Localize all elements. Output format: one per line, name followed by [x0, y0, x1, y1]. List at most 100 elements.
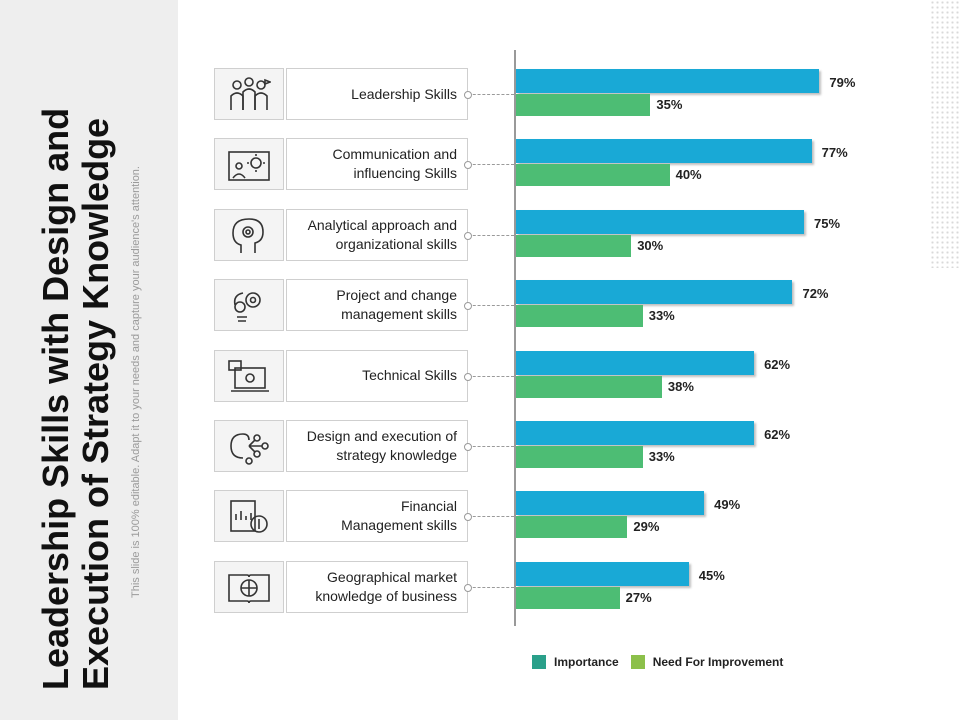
- bar-need-for-improvement: [516, 94, 651, 116]
- skill-label-text: Analytical approach and organizational sk…: [308, 216, 457, 254]
- value-label-importance: 49%: [714, 497, 741, 513]
- value-label-need: 40%: [675, 167, 702, 183]
- value-label-need: 27%: [625, 589, 652, 605]
- skill-row: Communication and influencing Skills: [214, 138, 468, 191]
- connector-line: [464, 513, 514, 522]
- connector-line: [464, 302, 514, 311]
- brain-network-icon: [214, 420, 284, 472]
- skill-row: Analytical approach and organizational sk…: [214, 208, 468, 261]
- skill-label-text: Geographical market knowledge of business: [315, 568, 457, 606]
- skill-label-text: Project and change management skills: [336, 286, 457, 324]
- skill-label: Analytical approach and organizational sk…: [286, 208, 468, 261]
- slide-subtitle: This slide is 100% editable. Adapt it to…: [130, 166, 142, 598]
- skill-label: Financial Management skills: [286, 490, 468, 543]
- value-label-importance: 62%: [764, 427, 791, 442]
- skill-label-line: Analytical approach and: [307, 216, 457, 233]
- connector-line: [464, 443, 514, 451]
- laptop-settings-icon: [214, 349, 284, 402]
- bar-need-for-improvement: [516, 446, 643, 468]
- legend-label-importance: Importance: [554, 655, 619, 669]
- skill-label-line: knowledge of business: [315, 587, 457, 604]
- connector-line: [464, 372, 514, 381]
- bar-importance: [516, 139, 812, 164]
- skill-row: Geographical market knowledge of business: [214, 560, 468, 613]
- skill-label: Design and execution of strategy knowledg…: [286, 420, 468, 472]
- skill-label: Project and change management skills: [286, 279, 468, 332]
- value-label-need: 35%: [656, 97, 683, 112]
- skill-label-line: management skills: [341, 306, 457, 323]
- connector-line: [464, 91, 514, 99]
- value-label-importance: 77%: [821, 145, 848, 161]
- skill-label-line: Technical Skills: [362, 367, 457, 384]
- skill-label-text: Design and execution of strategy knowledg…: [307, 427, 457, 465]
- legend-item-importance: Importance: [532, 655, 619, 669]
- connector-line: [464, 583, 514, 592]
- chart-legend: Importance Need For Improvement: [532, 655, 795, 669]
- bar-need-for-improvement: [516, 516, 628, 539]
- connector-line: [464, 161, 514, 170]
- skill-label-line: organizational skills: [335, 235, 457, 252]
- side-panel: [0, 0, 178, 720]
- bar-need-for-improvement: [516, 164, 670, 187]
- title-line-1: Leadership Skills with Design and: [35, 107, 76, 690]
- dot-pattern-decoration: [930, 0, 960, 268]
- slide-title: Leadership Skills with Design and Execut…: [35, 50, 116, 690]
- skill-row: Design and execution of strategy knowledg…: [214, 420, 468, 472]
- skill-row: Financial Management skills: [214, 490, 468, 543]
- value-label-need: 29%: [633, 519, 660, 535]
- financial-report-icon: [214, 490, 284, 543]
- legend-swatch-need: [630, 655, 645, 669]
- chart-axis-line: [514, 50, 516, 626]
- bar-importance: [516, 350, 755, 375]
- skill-label: Geographical market knowledge of business: [286, 560, 468, 613]
- bar-importance: [516, 69, 820, 93]
- skill-label: Communication and influencing Skills: [286, 138, 468, 191]
- presentation-screen-icon: [214, 138, 284, 191]
- skill-label-line: Geographical market: [327, 568, 457, 585]
- value-label-importance: 45%: [698, 567, 725, 583]
- value-label-need: 33%: [648, 449, 675, 464]
- skill-label: Technical Skills: [286, 349, 468, 402]
- skill-label-line: Communication and: [332, 146, 457, 163]
- skill-row: Technical Skills: [214, 349, 468, 402]
- bar-importance: [516, 491, 705, 516]
- title-line-2: Execution of Strategy Knowledge: [75, 117, 116, 690]
- bar-need-for-improvement: [516, 234, 632, 257]
- bar-importance: [516, 561, 689, 586]
- leadership-team-icon: [214, 68, 284, 120]
- value-label-importance: 72%: [802, 286, 829, 302]
- skill-label-text: Communication and influencing Skills: [332, 145, 457, 183]
- skill-label-text: Technical Skills: [362, 366, 457, 385]
- skill-label-line: Management skills: [341, 517, 457, 534]
- value-label-importance: 75%: [814, 215, 841, 231]
- value-label-importance: 79%: [829, 75, 856, 90]
- legend-item-need: Need For Improvement: [630, 655, 784, 669]
- bar-need-for-improvement: [516, 305, 643, 328]
- skill-row: Project and change management skills: [214, 279, 468, 332]
- value-label-need: 30%: [637, 237, 664, 253]
- skill-label-line: strategy knowledge: [336, 447, 457, 463]
- skill-label-line: Financial: [400, 498, 457, 515]
- bar-need-for-improvement: [516, 586, 620, 609]
- head-gear-icon: [214, 208, 284, 261]
- legend-label-need: Need For Improvement: [652, 655, 784, 669]
- connector-line: [464, 231, 514, 240]
- value-label-need: 38%: [667, 378, 694, 394]
- bar-importance: [516, 209, 804, 234]
- bar-importance: [516, 421, 755, 445]
- skill-row: Leadership Skills: [214, 68, 468, 120]
- bar-importance: [516, 280, 793, 305]
- skill-label: Leadership Skills: [286, 68, 468, 120]
- world-map-book-icon: [214, 560, 284, 613]
- value-label-importance: 62%: [764, 356, 791, 372]
- legend-swatch-importance: [532, 655, 546, 669]
- skill-label-line: Design and execution of: [306, 428, 457, 444]
- skill-label-text: Financial Management skills: [341, 497, 457, 535]
- lightbulb-gears-icon: [214, 279, 284, 332]
- skill-label-line: Project and change: [336, 287, 457, 304]
- value-label-need: 33%: [648, 308, 675, 324]
- skill-label-line: influencing Skills: [353, 165, 458, 182]
- skill-label-text: Leadership Skills: [351, 85, 457, 104]
- bar-need-for-improvement: [516, 375, 662, 398]
- skill-label-line: Leadership Skills: [351, 85, 457, 102]
